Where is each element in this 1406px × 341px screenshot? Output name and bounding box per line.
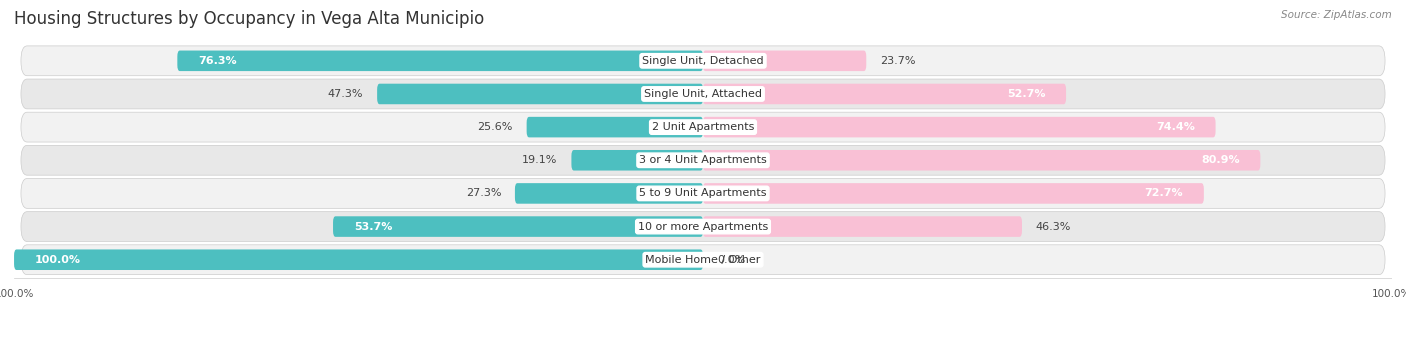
Text: 3 or 4 Unit Apartments: 3 or 4 Unit Apartments xyxy=(640,155,766,165)
FancyBboxPatch shape xyxy=(21,212,1385,241)
FancyBboxPatch shape xyxy=(703,216,1022,237)
Text: Source: ZipAtlas.com: Source: ZipAtlas.com xyxy=(1281,10,1392,20)
Text: 47.3%: 47.3% xyxy=(328,89,363,99)
Text: Housing Structures by Occupancy in Vega Alta Municipio: Housing Structures by Occupancy in Vega … xyxy=(14,10,484,28)
Text: 76.3%: 76.3% xyxy=(198,56,236,66)
Text: 100.0%: 100.0% xyxy=(35,255,80,265)
FancyBboxPatch shape xyxy=(21,245,1385,275)
Text: 2 Unit Apartments: 2 Unit Apartments xyxy=(652,122,754,132)
FancyBboxPatch shape xyxy=(703,84,1066,104)
Text: 25.6%: 25.6% xyxy=(478,122,513,132)
FancyBboxPatch shape xyxy=(21,145,1385,175)
Text: 0.0%: 0.0% xyxy=(717,255,745,265)
FancyBboxPatch shape xyxy=(177,50,703,71)
Text: 53.7%: 53.7% xyxy=(354,222,392,232)
FancyBboxPatch shape xyxy=(14,250,703,270)
Text: 5 to 9 Unit Apartments: 5 to 9 Unit Apartments xyxy=(640,189,766,198)
FancyBboxPatch shape xyxy=(703,50,866,71)
FancyBboxPatch shape xyxy=(21,112,1385,142)
FancyBboxPatch shape xyxy=(703,150,1260,170)
FancyBboxPatch shape xyxy=(21,79,1385,109)
Text: Single Unit, Attached: Single Unit, Attached xyxy=(644,89,762,99)
Text: Mobile Home / Other: Mobile Home / Other xyxy=(645,255,761,265)
FancyBboxPatch shape xyxy=(571,150,703,170)
FancyBboxPatch shape xyxy=(703,183,1204,204)
Text: 46.3%: 46.3% xyxy=(1036,222,1071,232)
Text: 52.7%: 52.7% xyxy=(1007,89,1046,99)
Text: 23.7%: 23.7% xyxy=(880,56,915,66)
Text: 27.3%: 27.3% xyxy=(465,189,501,198)
FancyBboxPatch shape xyxy=(377,84,703,104)
Text: 10 or more Apartments: 10 or more Apartments xyxy=(638,222,768,232)
FancyBboxPatch shape xyxy=(515,183,703,204)
FancyBboxPatch shape xyxy=(527,117,703,137)
FancyBboxPatch shape xyxy=(333,216,703,237)
Text: 19.1%: 19.1% xyxy=(522,155,558,165)
Text: Single Unit, Detached: Single Unit, Detached xyxy=(643,56,763,66)
Text: 74.4%: 74.4% xyxy=(1156,122,1195,132)
Text: 72.7%: 72.7% xyxy=(1144,189,1184,198)
Text: 80.9%: 80.9% xyxy=(1201,155,1240,165)
FancyBboxPatch shape xyxy=(703,117,1216,137)
FancyBboxPatch shape xyxy=(21,46,1385,76)
FancyBboxPatch shape xyxy=(21,178,1385,208)
